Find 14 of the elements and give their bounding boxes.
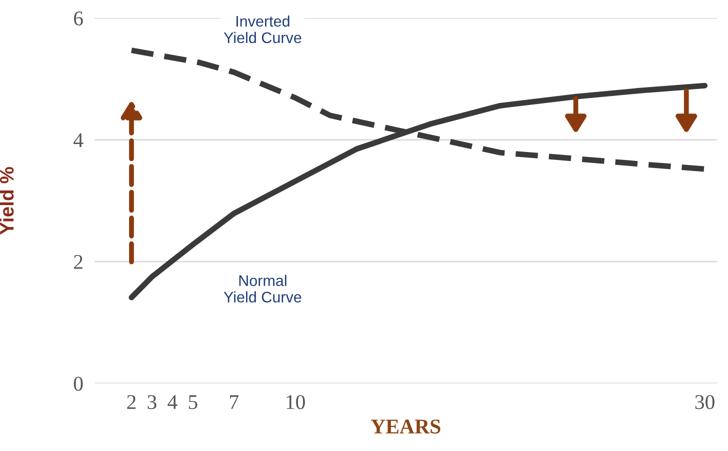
annotation: Inverted Yield Curve (224, 15, 302, 44)
y-tick-label: 6 (74, 11, 83, 26)
y-tick-label: 0 (74, 376, 83, 391)
x-tick-label: 2 (127, 395, 136, 409)
x-axis-title: YEARS (370, 420, 440, 434)
y-tick-label: 2 (74, 255, 82, 269)
x-tick-label: 10 (286, 395, 305, 410)
x-tick-label: 7 (230, 395, 238, 409)
x-tick-label: 4 (168, 395, 178, 409)
x-tick-label: 3 (148, 395, 156, 410)
annotation: Normal Yield Curve (224, 274, 302, 303)
y-tick-label: 4 (74, 133, 84, 148)
x-tick-label: 30 (695, 395, 714, 410)
x-tick-label: 5 (188, 395, 198, 410)
